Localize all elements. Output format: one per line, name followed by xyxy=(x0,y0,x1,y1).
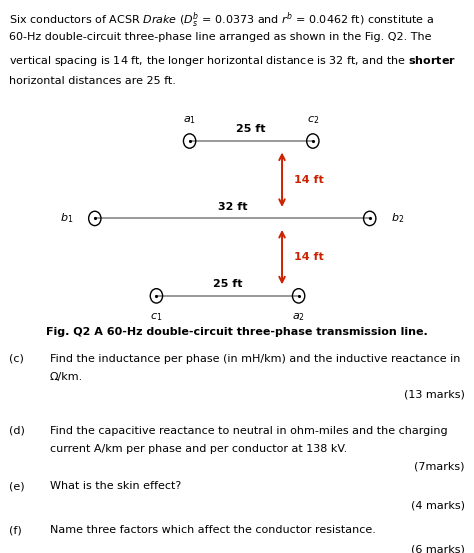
Text: 60-Hz double-circuit three-phase line arranged as shown in the Fig. Q2. The: 60-Hz double-circuit three-phase line ar… xyxy=(9,32,432,42)
Text: Ω/km.: Ω/km. xyxy=(50,372,83,382)
Text: (4 marks): (4 marks) xyxy=(410,500,465,510)
Text: What is the skin effect?: What is the skin effect? xyxy=(50,481,181,491)
Text: $a_2$: $a_2$ xyxy=(292,311,305,323)
Text: Fig. Q2 A 60-Hz double-circuit three-phase transmission line.: Fig. Q2 A 60-Hz double-circuit three-pha… xyxy=(46,327,428,337)
Text: (6 marks): (6 marks) xyxy=(410,545,465,553)
Text: $a_1$: $a_1$ xyxy=(183,114,196,126)
Text: (7marks): (7marks) xyxy=(414,462,465,472)
Text: $c_2$: $c_2$ xyxy=(307,114,319,126)
Text: (13 marks): (13 marks) xyxy=(404,390,465,400)
Text: 25 ft: 25 ft xyxy=(237,124,266,134)
Text: 14 ft: 14 ft xyxy=(294,175,324,185)
Text: Find the capacitive reactance to neutral in ohm-miles and the charging: Find the capacitive reactance to neutral… xyxy=(50,426,447,436)
Text: current A/km per phase and per conductor at 138 kV.: current A/km per phase and per conductor… xyxy=(50,444,347,453)
Text: (d): (d) xyxy=(9,426,25,436)
Text: horizontal distances are 25 ft.: horizontal distances are 25 ft. xyxy=(9,76,176,86)
Text: Find the inductance per phase (in mH/km) and the inductive reactance in: Find the inductance per phase (in mH/km)… xyxy=(50,354,460,364)
Text: (c): (c) xyxy=(9,354,24,364)
Text: (e): (e) xyxy=(9,481,25,491)
Text: $b_2$: $b_2$ xyxy=(391,212,404,225)
Text: (f): (f) xyxy=(9,525,22,535)
Text: $b_1$: $b_1$ xyxy=(60,212,73,225)
Text: vertical spacing is 14 ft, the longer horizontal distance is 32 ft, and the $\ma: vertical spacing is 14 ft, the longer ho… xyxy=(9,54,456,68)
Text: $c_1$: $c_1$ xyxy=(150,311,163,323)
Text: Six conductors of ACSR $\mathit{Drake}$ ($D_s^b$ = 0.0373 and $r^b$ = 0.0462 ft): Six conductors of ACSR $\mathit{Drake}$ … xyxy=(9,10,435,29)
Text: 14 ft: 14 ft xyxy=(294,252,324,262)
Text: Name three factors which affect the conductor resistance.: Name three factors which affect the cond… xyxy=(50,525,375,535)
Text: 32 ft: 32 ft xyxy=(218,202,247,212)
Text: 25 ft: 25 ft xyxy=(213,279,242,289)
